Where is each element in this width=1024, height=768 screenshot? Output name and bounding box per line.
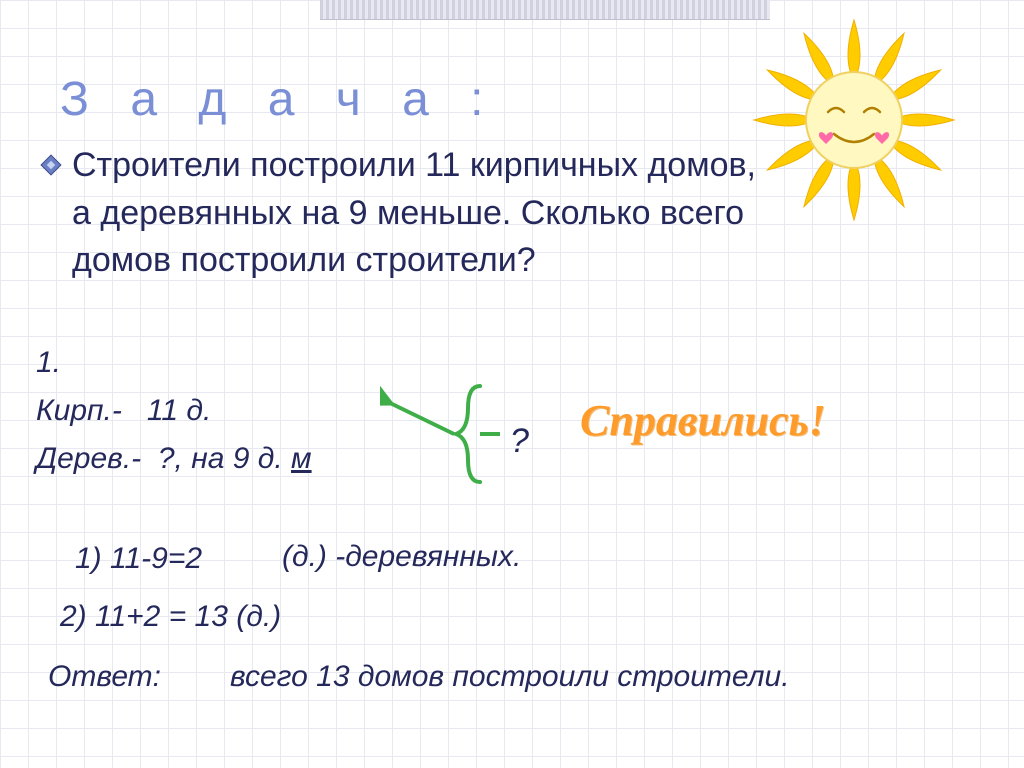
solution-step-1: 1) 11-9=2 [75,542,202,576]
answer-label: Ответ: [48,660,161,694]
congrats-text: Справились! [580,395,826,446]
solution-step-1-note: (д.) -деревянных. [282,540,521,574]
problem-text: Строители построили 11 кирпичных домов, … [72,142,772,285]
slide-title: З а д а ч а : [60,72,497,127]
bullet-diamond-icon [40,154,62,176]
given-block: 1. Кирп.- 11 д. Дерев.- ?, на 9 д. м [36,346,312,490]
given-row1-value: 11 д. [147,394,211,427]
curly-bracket-arrow [380,378,510,498]
bracket-question-mark: ? [510,422,529,461]
given-row1-label: Кирп.- [36,394,122,427]
given-row2-value: ?, на 9 д. [158,442,291,475]
given-number: 1. [36,346,312,380]
answer-text: всего 13 домов построили строители. [230,660,790,694]
solution-step-2: 2) 11+2 = 13 (д.) [60,600,281,634]
decorative-top-band [320,0,770,20]
given-row2-label: Дерев.- [36,442,141,475]
given-row2-m: м [291,442,312,475]
sun-illustration [744,10,964,230]
